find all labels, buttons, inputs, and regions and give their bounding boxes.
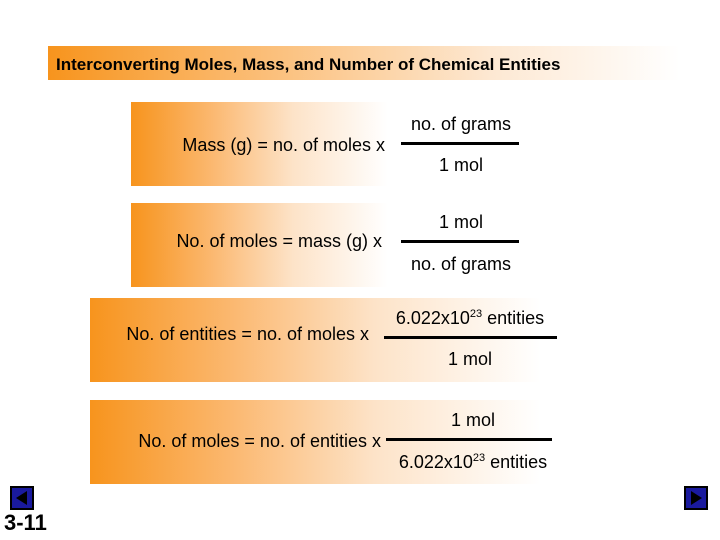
- equation-1-lhs: Mass (g) = no. of moles x: [182, 135, 385, 155]
- equation-4-fraction-bar: [386, 438, 552, 441]
- equation-3-denominator: 1 mol: [447, 349, 492, 369]
- equation-3-lhs: No. of entities = no. of moles x: [126, 324, 369, 344]
- equation-3-numerator: 6.022x1023 entities: [380, 308, 560, 329]
- equation-4-lhs: No. of moles = no. of entities x: [138, 431, 381, 451]
- equation-1-fraction-bar: [401, 142, 519, 145]
- slide-number: 3-11: [4, 510, 47, 535]
- triangle-left-icon: [16, 491, 27, 505]
- triangle-right-icon: [691, 491, 702, 505]
- equation-band-2: [131, 203, 401, 287]
- slide-title: Interconverting Moles, Mass, and Number …: [56, 55, 561, 74]
- equation-1-denominator: 1 mol: [438, 155, 483, 175]
- equation-3-numerator-tail: entities: [482, 308, 545, 328]
- title-bar: [48, 46, 680, 80]
- equation-2-denominator: no. of grams: [410, 254, 512, 274]
- equation-band-3: [90, 298, 564, 382]
- equation-4-denominator-tail: entities: [485, 452, 548, 472]
- equation-3-fraction-bar: [384, 336, 557, 339]
- equation-2-numerator: 1 mol: [438, 212, 483, 232]
- previous-slide-button[interactable]: [10, 486, 34, 510]
- equation-1-numerator: no. of grams: [410, 114, 512, 134]
- equation-4-denominator-base: 6.022x10: [398, 452, 473, 472]
- equation-3-numerator-base: 6.022x10: [395, 308, 470, 328]
- equation-4-denominator-exponent: 23: [472, 452, 486, 464]
- equation-4-numerator: 1 mol: [450, 410, 495, 430]
- equation-3-numerator-exponent: 23: [469, 308, 483, 320]
- equation-4-denominator: 6.022x1023 entities: [380, 452, 566, 473]
- next-slide-button[interactable]: [684, 486, 708, 510]
- equation-2-fraction-bar: [401, 240, 519, 243]
- equation-2-lhs: No. of moles = mass (g) x: [176, 231, 382, 251]
- equation-band-4: [90, 400, 564, 484]
- equation-band-1: [131, 102, 401, 186]
